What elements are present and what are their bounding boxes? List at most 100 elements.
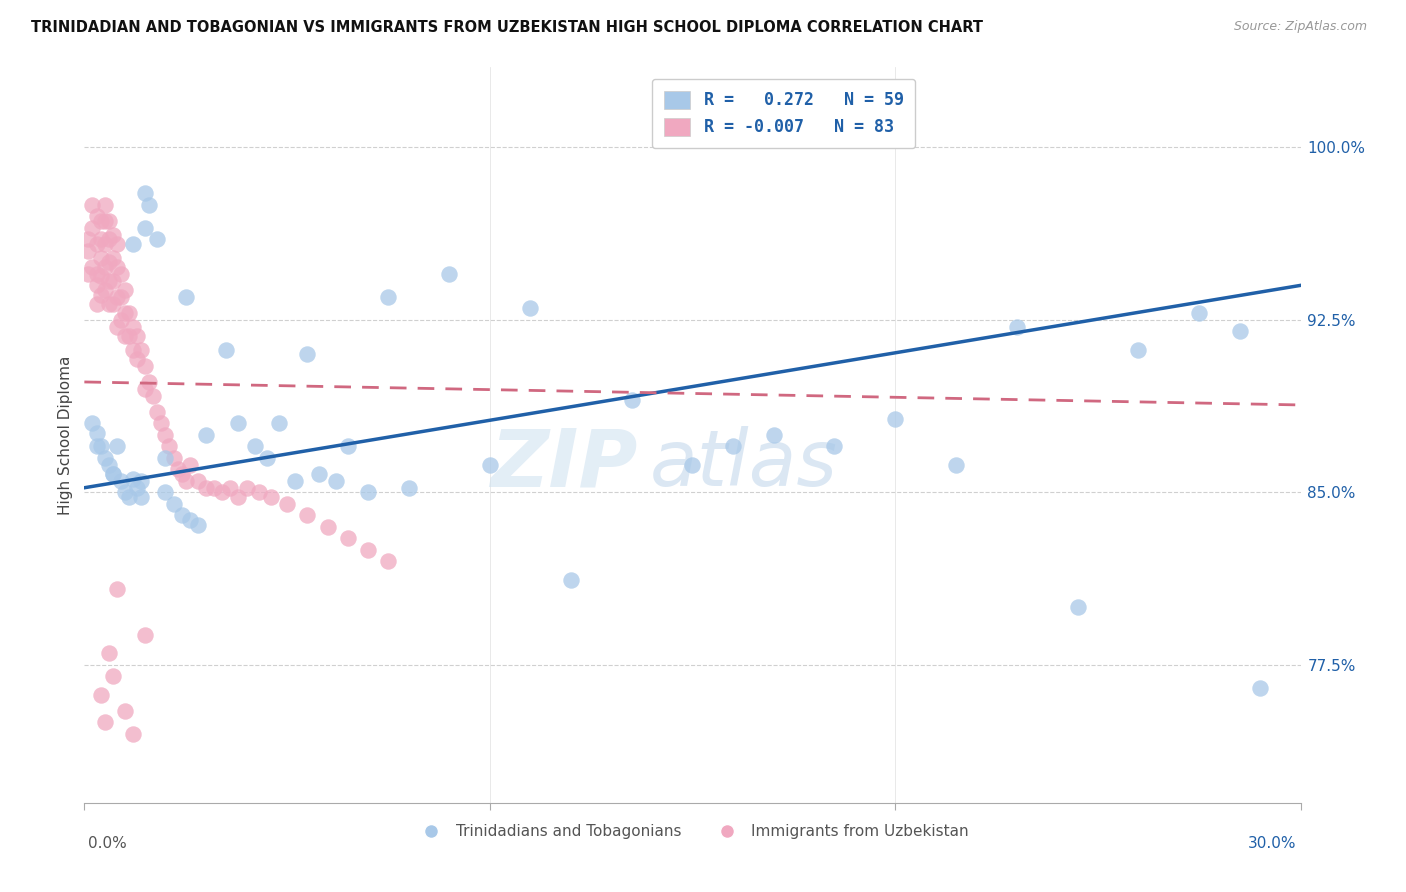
Point bbox=[122, 343, 145, 357]
Point bbox=[93, 450, 115, 465]
Point bbox=[97, 274, 120, 288]
Point bbox=[82, 417, 104, 431]
Point bbox=[90, 214, 112, 228]
Point bbox=[170, 467, 193, 481]
Point bbox=[357, 485, 380, 500]
Point bbox=[179, 513, 201, 527]
Point bbox=[90, 688, 112, 702]
Point bbox=[166, 462, 188, 476]
Point bbox=[823, 439, 845, 453]
Point bbox=[256, 450, 278, 465]
Point bbox=[93, 715, 115, 730]
Point bbox=[101, 297, 124, 311]
Point bbox=[86, 278, 108, 293]
Point bbox=[86, 210, 108, 224]
Point bbox=[247, 485, 270, 500]
Point bbox=[82, 198, 104, 212]
Point bbox=[884, 411, 907, 425]
Point bbox=[110, 474, 132, 488]
Point bbox=[101, 251, 124, 265]
Point bbox=[1005, 319, 1028, 334]
Point bbox=[125, 481, 148, 495]
Point bbox=[155, 485, 177, 500]
Point bbox=[101, 467, 124, 481]
Point bbox=[377, 554, 399, 568]
Point bbox=[93, 237, 115, 252]
Point bbox=[105, 439, 128, 453]
Point bbox=[122, 237, 145, 252]
Point bbox=[1188, 306, 1211, 320]
Point bbox=[82, 220, 104, 235]
Point bbox=[174, 290, 197, 304]
Point bbox=[308, 467, 330, 481]
Point bbox=[439, 267, 461, 281]
Text: TRINIDADIAN AND TOBAGONIAN VS IMMIGRANTS FROM UZBEKISTAN HIGH SCHOOL DIPLOMA COR: TRINIDADIAN AND TOBAGONIAN VS IMMIGRANTS… bbox=[31, 20, 983, 35]
Point bbox=[86, 425, 108, 440]
Point bbox=[159, 439, 181, 453]
Point bbox=[122, 319, 145, 334]
Point bbox=[118, 329, 141, 343]
Point bbox=[101, 274, 124, 288]
Point bbox=[97, 214, 120, 228]
Point bbox=[202, 481, 225, 495]
Point bbox=[134, 220, 156, 235]
Point bbox=[90, 232, 112, 246]
Point bbox=[118, 306, 141, 320]
Point bbox=[377, 290, 399, 304]
Point bbox=[82, 260, 104, 274]
Point bbox=[97, 255, 120, 269]
Point bbox=[110, 290, 132, 304]
Point bbox=[179, 458, 201, 472]
Point bbox=[187, 517, 209, 532]
Point bbox=[194, 481, 218, 495]
Point bbox=[90, 269, 112, 284]
Point bbox=[325, 474, 347, 488]
Point bbox=[129, 474, 152, 488]
Point bbox=[93, 198, 115, 212]
Point bbox=[260, 490, 283, 504]
Point bbox=[211, 485, 233, 500]
Point bbox=[357, 542, 380, 557]
Point bbox=[187, 474, 209, 488]
Point bbox=[945, 458, 967, 472]
Point bbox=[114, 704, 136, 718]
Point bbox=[398, 481, 420, 495]
Point bbox=[316, 520, 339, 534]
Point bbox=[142, 389, 165, 403]
Point bbox=[682, 458, 704, 472]
Point bbox=[97, 232, 120, 246]
Point bbox=[762, 427, 785, 442]
Point bbox=[97, 458, 120, 472]
Point bbox=[122, 727, 145, 741]
Point bbox=[134, 186, 156, 201]
Point bbox=[134, 359, 156, 373]
Point bbox=[219, 481, 242, 495]
Point bbox=[90, 287, 112, 301]
Point bbox=[284, 474, 307, 488]
Point bbox=[105, 319, 128, 334]
Point bbox=[1066, 600, 1088, 615]
Point bbox=[101, 467, 124, 481]
Point bbox=[122, 471, 145, 485]
Point bbox=[86, 297, 108, 311]
Point bbox=[276, 497, 298, 511]
Point bbox=[174, 474, 197, 488]
Text: ZIP: ZIP bbox=[491, 425, 638, 503]
Point bbox=[228, 490, 250, 504]
Point bbox=[97, 297, 120, 311]
Point bbox=[134, 382, 156, 396]
Point bbox=[336, 439, 359, 453]
Point bbox=[125, 351, 148, 366]
Point bbox=[267, 417, 290, 431]
Point bbox=[194, 427, 218, 442]
Point bbox=[620, 393, 643, 408]
Point bbox=[125, 329, 148, 343]
Point bbox=[162, 497, 184, 511]
Text: atlas: atlas bbox=[650, 426, 838, 502]
Point bbox=[129, 343, 152, 357]
Point bbox=[170, 508, 193, 523]
Point bbox=[297, 508, 319, 523]
Point bbox=[336, 532, 359, 546]
Point bbox=[146, 405, 169, 419]
Text: 30.0%: 30.0% bbox=[1249, 836, 1296, 851]
